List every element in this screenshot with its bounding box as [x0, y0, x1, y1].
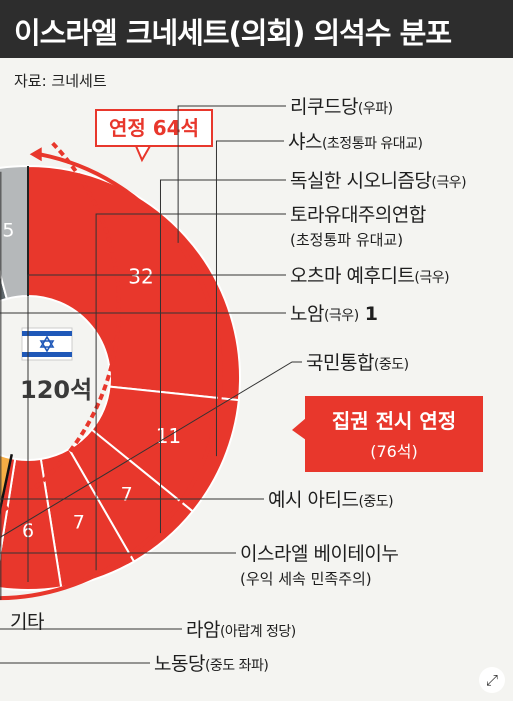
party-label-11: 노동당(중도 좌파): [0, 653, 269, 675]
total-seats-label: 120석: [20, 376, 92, 404]
party-name-10: 라암(아랍계 정당): [186, 619, 296, 641]
seat-label-4: 7: [73, 511, 85, 533]
expanded-coalition-title: 집권 전시 연정: [332, 409, 456, 433]
party-name-8: 예시 아티드(중도): [268, 489, 393, 511]
expand-icon[interactable]: ⤢: [479, 667, 505, 693]
party-label-4: 토라유대주의연합 (초정통파 유대교): [95, 204, 426, 571]
slice-5: [0, 457, 63, 591]
party-name-4: 토라유대주의연합: [290, 204, 426, 226]
party-label-9: 이스라엘 베이테이누 (우익 세속 민족주의): [0, 543, 399, 588]
chart-title: 이스라엘 크네세트(의회) 의석수 분포: [14, 16, 452, 50]
seat-label-1: 32: [128, 264, 153, 288]
party-label-6: 노암(극우) 1: [0, 303, 378, 325]
israel-flag-icon: [21, 327, 73, 361]
party-name-9: 이스라엘 베이테이누: [240, 543, 398, 565]
coalition-arrow: [0, 152, 223, 601]
party-name-2: 샤스(초정통파 유대교): [288, 131, 423, 153]
party-name-5: 오츠마 예후디트(극우): [290, 265, 449, 287]
source-label: 자료: 크네세트: [14, 72, 107, 90]
party-label-2: 샤스(초정통파 유대교): [215, 131, 423, 457]
coalition-arrow-start: [29, 147, 42, 162]
party-desc-4: (초정통파 유대교): [290, 231, 403, 249]
seat-label-12: 5: [2, 219, 14, 241]
party-name-12: 기타: [10, 611, 44, 633]
seat-label-3: 7: [121, 484, 133, 506]
party-label-7: 국민통합(중도): [0, 352, 409, 538]
party-name-6: 노암(극우) 1: [290, 303, 378, 325]
coalition-callout-text: 연정 64석: [109, 116, 199, 140]
title-bar: 이스라엘 크네세트(의회) 의석수 분포: [0, 0, 513, 58]
party-desc-9: (우익 세속 민족주의): [240, 570, 372, 588]
expanded-coalition-callout: 집권 전시 연정 (76석): [292, 396, 483, 472]
party-label-10: 라암(아랍계 정당): [0, 619, 296, 641]
party-name-1: 리쿠드당(우파): [290, 96, 393, 118]
party-label-5: 오츠마 예후디트(극우): [27, 265, 450, 582]
party-label-8: 예시 아티드(중도): [0, 489, 394, 511]
party-label-1: 리쿠드당(우파): [177, 96, 393, 243]
party-name-11: 노동당(중도 좌파): [154, 653, 268, 675]
expanded-coalition-seats: (76석): [370, 442, 418, 461]
coalition-callout: 연정 64석: [95, 109, 213, 163]
party-label-12: 기타: [0, 171, 44, 633]
party-name-3: 독실한 시오니즘당(극우): [290, 170, 466, 192]
divider-line-1: [0, 454, 14, 516]
party-name-7: 국민통합(중도): [306, 352, 409, 374]
party-label-3: 독실한 시오니즘당(극우): [159, 170, 467, 534]
